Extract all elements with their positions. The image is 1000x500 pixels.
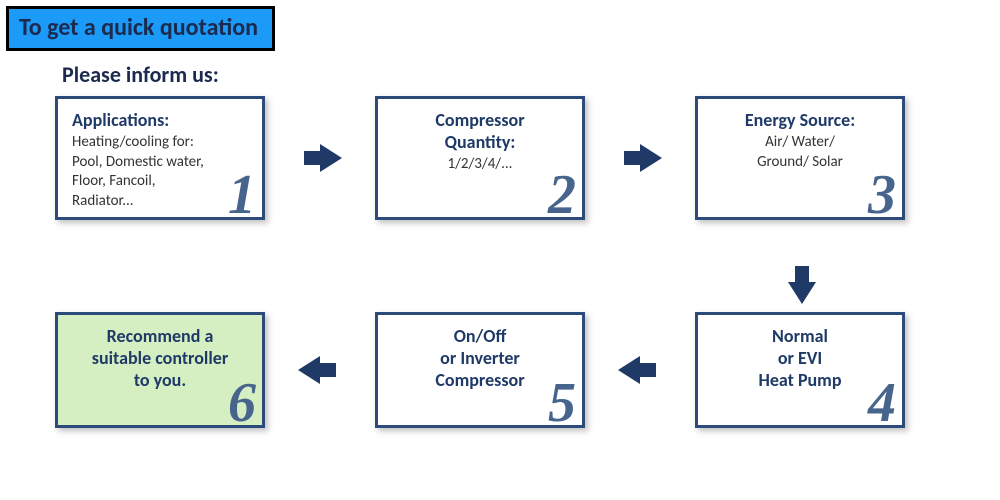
step-4-box: Normalor EVIHeat Pump 4 <box>695 312 905 428</box>
step-4-title: Normalor EVIHeat Pump <box>712 325 888 391</box>
step-2-body: 1/2/3/4/... <box>392 155 568 175</box>
step-1-number: 1 <box>228 167 256 223</box>
step-5-number: 5 <box>548 375 576 431</box>
step-6-number: 6 <box>228 375 256 431</box>
arrow-4-5 <box>618 356 640 384</box>
arrow-2-3 <box>640 144 662 172</box>
step-1-body: Heating/cooling for:Pool, Domestic water… <box>72 133 248 211</box>
step-3-box: Energy Source: Air/ Water/Ground/ Solar … <box>695 96 905 220</box>
step-6-title: Recommend asuitable controllerto you. <box>72 325 248 391</box>
step-5-box: On/Offor InverterCompressor 5 <box>375 312 585 428</box>
step-3-number: 3 <box>868 167 896 223</box>
banner-title: To get a quick quotation <box>6 6 275 51</box>
arrow-3-4 <box>788 282 816 304</box>
arrow-1-2 <box>320 144 342 172</box>
step-2-number: 2 <box>548 167 576 223</box>
step-1-box: Applications: Heating/cooling for:Pool, … <box>55 96 265 220</box>
step-3-title: Energy Source: <box>712 109 888 131</box>
step-6-box: Recommend asuitable controllerto you. 6 <box>55 312 265 428</box>
step-2-title: CompressorQuantity: <box>392 109 568 153</box>
subtitle: Please inform us: <box>62 61 1000 88</box>
step-1-title: Applications: <box>72 109 248 131</box>
step-4-number: 4 <box>868 375 896 431</box>
step-3-body: Air/ Water/Ground/ Solar <box>712 133 888 172</box>
step-2-box: CompressorQuantity: 1/2/3/4/... 2 <box>375 96 585 220</box>
step-5-title: On/Offor InverterCompressor <box>392 325 568 391</box>
arrow-5-6 <box>298 356 320 384</box>
flow-canvas: Applications: Heating/cooling for:Pool, … <box>0 96 1000 496</box>
